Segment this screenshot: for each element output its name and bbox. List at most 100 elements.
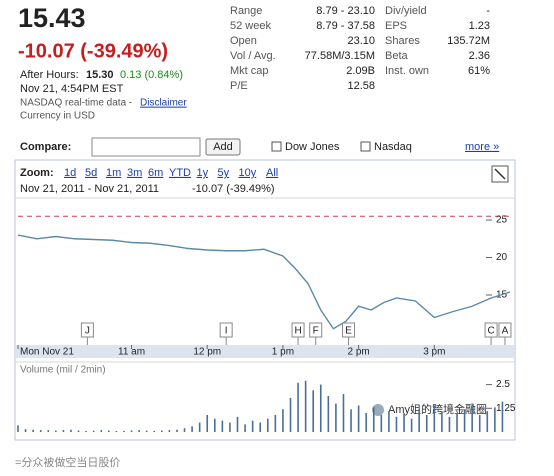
volume-bar bbox=[471, 403, 473, 432]
x-tick-label: 3 pm bbox=[423, 347, 445, 358]
volume-bar bbox=[70, 429, 72, 432]
volume-bar bbox=[266, 418, 269, 432]
caption: =分众被做空当日股价 bbox=[15, 455, 120, 469]
volume-tick-label: 1.25 bbox=[496, 403, 516, 414]
date-range: Nov 21, 2011 - Nov 21, 2011 bbox=[20, 183, 159, 195]
zoom-link[interactable]: 6m bbox=[148, 167, 163, 179]
stat-value: 1.23 bbox=[469, 20, 490, 32]
after-hours-price: 15.30 bbox=[86, 69, 114, 81]
volume-bar bbox=[380, 414, 383, 432]
source: NASDAQ real-time data - bbox=[20, 98, 132, 109]
volume-bar bbox=[395, 416, 398, 432]
stat-value: 8.79 - 23.10 bbox=[316, 5, 375, 17]
volume-bar bbox=[85, 430, 87, 432]
stat-value: 77.58M/3.15M bbox=[305, 50, 375, 62]
zoom-link[interactable]: 3m bbox=[127, 167, 142, 179]
zoom-link[interactable]: 1y bbox=[197, 167, 209, 179]
volume-bar bbox=[206, 414, 209, 432]
stat-value: 23.10 bbox=[347, 35, 375, 47]
volume-bar bbox=[221, 420, 224, 432]
price-line bbox=[17, 234, 511, 330]
after-hours-label: After Hours: bbox=[20, 69, 79, 81]
x-tick-label: 12 pm bbox=[193, 347, 221, 358]
volume-bar bbox=[259, 422, 262, 432]
zoom-link[interactable]: 1m bbox=[106, 167, 121, 179]
volume-bar bbox=[198, 422, 201, 432]
volume-bar bbox=[183, 428, 186, 432]
zoom-link[interactable]: All bbox=[266, 167, 278, 179]
stat-label: 52 week bbox=[230, 20, 271, 32]
volume-bar bbox=[55, 430, 57, 432]
zoom-link[interactable]: 5d bbox=[85, 167, 97, 179]
change: -10.07 (-39.49%) bbox=[18, 40, 168, 62]
zoom-link[interactable]: 5y bbox=[218, 167, 230, 179]
volume-bar bbox=[433, 405, 436, 432]
volume-bar bbox=[372, 407, 375, 432]
zoom-label: Zoom: bbox=[20, 167, 54, 179]
volume-bar bbox=[350, 409, 352, 432]
event-label: J bbox=[85, 326, 90, 337]
volume-bar bbox=[448, 416, 451, 432]
disclaimer-link[interactable]: Disclaimer bbox=[140, 98, 187, 109]
watermark-icon bbox=[372, 404, 384, 416]
compare-input[interactable] bbox=[91, 137, 201, 157]
quote-time: Nov 21, 4:54PM EST bbox=[20, 83, 124, 95]
event-label: A bbox=[502, 326, 509, 337]
stat-value: 8.79 - 37.58 bbox=[316, 20, 375, 32]
stat-label: Vol / Avg. bbox=[230, 50, 276, 62]
volume-bar bbox=[335, 403, 337, 432]
volume-bar bbox=[486, 411, 489, 432]
y-tick-label: 20 bbox=[496, 252, 508, 263]
volume-bar bbox=[289, 397, 292, 432]
checkbox[interactable] bbox=[360, 141, 371, 152]
volume-bar bbox=[425, 414, 428, 432]
zoom-link[interactable]: YTD bbox=[169, 167, 191, 179]
volume-bar bbox=[17, 425, 19, 432]
volume-bar bbox=[463, 409, 466, 432]
event-label: C bbox=[487, 326, 494, 337]
more-link[interactable]: more » bbox=[465, 141, 499, 153]
zoom-link[interactable]: 10y bbox=[239, 167, 257, 179]
volume-tick-label: 2.5 bbox=[496, 379, 510, 390]
range-change: -10.07 (-39.49%) bbox=[192, 183, 275, 195]
volume-bar bbox=[168, 430, 171, 432]
volume-bar bbox=[297, 382, 299, 432]
volume-bar bbox=[130, 430, 133, 432]
checkbox[interactable] bbox=[271, 141, 282, 152]
compare-option: Nasdaq bbox=[374, 141, 412, 153]
stat-label: Open bbox=[230, 35, 257, 47]
volume-bar bbox=[365, 413, 367, 432]
volume-bar bbox=[357, 405, 360, 432]
volume-bar bbox=[244, 424, 246, 432]
y-tick-label: 25 bbox=[496, 215, 508, 226]
add-button[interactable] bbox=[205, 138, 241, 156]
volume-bar bbox=[62, 430, 65, 432]
stat-value: 2.09B bbox=[346, 65, 375, 77]
volume-bar bbox=[494, 407, 496, 432]
stat-label: Mkt cap bbox=[230, 65, 269, 77]
volume-bar bbox=[403, 413, 405, 432]
add-button-label: Add bbox=[213, 141, 233, 153]
volume-bar bbox=[214, 418, 216, 432]
volume-bar bbox=[47, 430, 50, 432]
compare-option: Dow Jones bbox=[285, 141, 340, 153]
stat-label: Beta bbox=[385, 50, 409, 62]
volume-bar bbox=[304, 380, 307, 432]
x-tick-label: 11 am bbox=[118, 347, 145, 358]
volume-bar bbox=[388, 411, 390, 432]
volume-bar bbox=[92, 430, 95, 432]
volume-bar bbox=[478, 414, 481, 432]
event-label: F bbox=[313, 326, 319, 337]
event-label: E bbox=[345, 326, 352, 337]
volume-bar bbox=[153, 430, 156, 432]
zoom-link[interactable]: 1d bbox=[64, 167, 76, 179]
volume-bar bbox=[39, 430, 42, 432]
volume-bar bbox=[342, 394, 345, 432]
volume-bar bbox=[115, 431, 118, 432]
stat-value: - bbox=[486, 5, 490, 17]
stat-label: Shares bbox=[385, 35, 420, 47]
expand-icon-arrow bbox=[494, 168, 506, 180]
volume-bar bbox=[229, 422, 231, 432]
stat-label: P/E bbox=[230, 80, 248, 92]
